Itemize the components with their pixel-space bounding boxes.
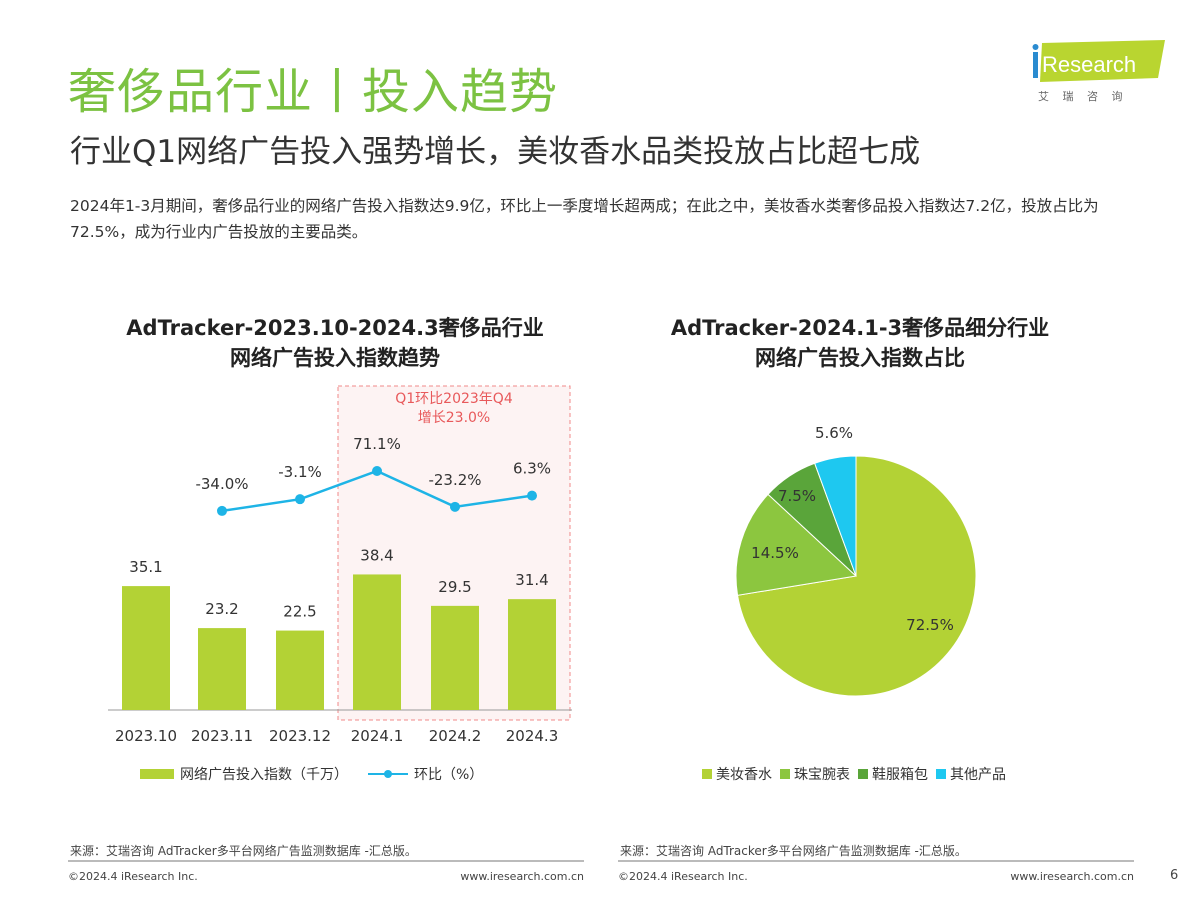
legend-line-label: 环比（%）	[414, 767, 484, 783]
bar-value-label: 35.1	[129, 558, 162, 576]
x-tick-label: 2024.2	[429, 727, 482, 745]
legend-swatch	[702, 769, 712, 779]
line-point	[372, 465, 382, 476]
bar	[198, 628, 246, 710]
svg-text:Research: Research	[1042, 52, 1136, 77]
bar	[276, 630, 324, 710]
svg-text:艾 瑞 咨 询: 艾 瑞 咨 询	[1038, 89, 1128, 103]
source-left: 来源：艾瑞咨询 AdTracker多平台网络广告监测数据库 -汇总版。	[70, 844, 417, 858]
legend-bar-swatch	[140, 769, 174, 779]
pie-chart-title-line1: AdTracker-2024.1-3奢侈品细分行业	[670, 316, 1050, 340]
x-tick-label: 2023.11	[191, 727, 253, 745]
pie-slice-label: 5.6%	[815, 424, 853, 442]
line-point	[295, 494, 305, 505]
bar-value-label: 29.5	[438, 578, 471, 596]
iresearch-logo: Research 艾 瑞 咨 询	[1032, 40, 1165, 103]
legend-swatch	[780, 769, 790, 779]
description: 2024年1-3月期间，奢侈品行业的网络广告投入指数达9.9亿，环比上一季度增长…	[70, 197, 1099, 241]
pie-chart-legend: 美妆香水 珠宝腕表 鞋服箱包 其他产品	[698, 764, 1006, 784]
pie-chart-title: AdTracker-2024.1-3奢侈品细分行业 网络广告投入指数占比	[620, 313, 1100, 373]
line-value-label: -3.1%	[278, 463, 322, 481]
page-title: 奢侈品行业丨投入趋势	[68, 64, 559, 120]
bar-value-label: 31.4	[515, 571, 548, 589]
pie-slice	[814, 455, 857, 577]
x-tick-label: 2024.3	[506, 727, 559, 745]
line-value-label: 6.3%	[513, 460, 551, 478]
x-tick-label: 2024.1	[351, 727, 404, 745]
pie-chart: 72.5% 14.5% 7.5% 5.6%	[735, 424, 977, 697]
legend-swatch	[936, 769, 946, 779]
line-value-label: 71.1%	[353, 435, 401, 453]
legend-label: 珠宝腕表	[794, 767, 850, 783]
annotation-line1: Q1环比2023年Q4	[395, 391, 513, 407]
x-tick-label: 2023.10	[115, 727, 177, 745]
url-right: www.iresearch.com.cn	[1010, 870, 1134, 883]
legend-label: 美妆香水	[716, 767, 772, 783]
bar	[431, 605, 479, 710]
line-point	[527, 490, 537, 501]
legend-label: 其他产品	[950, 767, 1006, 783]
legend-swatch	[858, 769, 868, 779]
page-subtitle: 行业Q1网络广告投入强势增长，美妆香水品类投放占比超七成	[70, 134, 921, 170]
divider	[618, 860, 1134, 862]
bar-chart-title-line1: AdTracker-2023.10-2024.3奢侈品行业	[126, 316, 544, 340]
bar-value-label: 23.2	[205, 600, 238, 618]
bar-chart-legend: 网络广告投入指数（千万） 环比（%）	[140, 764, 483, 784]
legend-line-swatch	[368, 770, 408, 778]
source-right: 来源：艾瑞咨询 AdTracker多平台网络广告监测数据库 -汇总版。	[620, 844, 967, 858]
bar	[353, 574, 401, 710]
url-left: www.iresearch.com.cn	[460, 870, 584, 883]
pie-slice-label: 14.5%	[751, 544, 799, 562]
divider	[68, 860, 584, 862]
copyright-right: ©2024.4 iResearch Inc.	[618, 870, 748, 883]
bar	[122, 586, 170, 710]
bar-line-chart: Q1环比2023年Q4 增长23.0% 35.1 2023.10 23.2 2023.11…	[108, 385, 572, 745]
line-value-label: -23.2%	[428, 471, 481, 489]
line-point	[217, 505, 227, 516]
x-tick-label: 2023.12	[269, 727, 331, 745]
pie-slice	[736, 455, 977, 697]
line-value-label: -34.0%	[195, 475, 248, 493]
pie-slice-label: 72.5%	[906, 616, 954, 634]
bar-value-label: 22.5	[283, 603, 316, 621]
pie-slice	[735, 493, 858, 596]
legend-label: 鞋服箱包	[872, 767, 928, 783]
pie-chart-title-line2: 网络广告投入指数占比	[755, 346, 965, 370]
bar-chart-title-line2: 网络广告投入指数趋势	[230, 346, 440, 370]
pie-slice-label: 7.5%	[778, 487, 816, 505]
bar-chart-title: AdTracker-2023.10-2024.3奢侈品行业 网络广告投入指数趋势	[90, 313, 580, 373]
bar-value-label: 38.4	[360, 546, 393, 564]
copyright-left: ©2024.4 iResearch Inc.	[68, 870, 198, 883]
legend-bar-label: 网络广告投入指数（千万）	[180, 767, 348, 783]
line-point	[450, 501, 460, 512]
annotation-line2: 增长23.0%	[418, 410, 490, 426]
bar	[508, 599, 556, 710]
page-number: 6	[1170, 868, 1179, 883]
